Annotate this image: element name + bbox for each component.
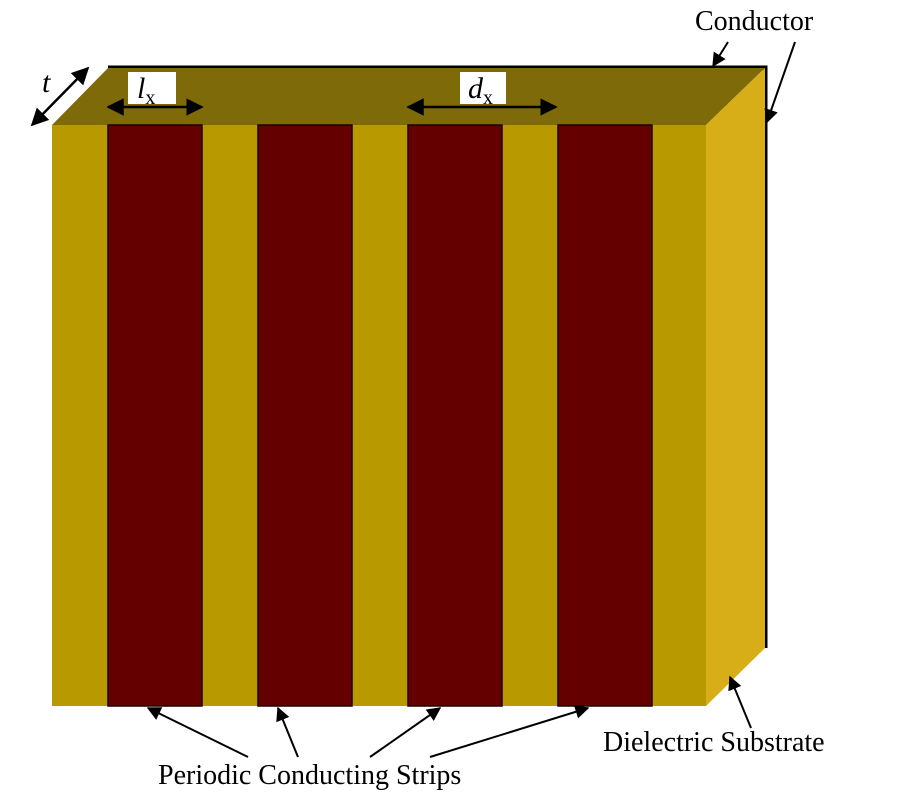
strip-width-label: lx [137,72,155,109]
strip-leader-1 [146,707,249,758]
conducting-strip [257,124,353,707]
substrate-side-face [706,68,765,706]
period-subscript: x [483,87,493,109]
conductor-label: Conductor [695,6,814,37]
conductor-leader-side [764,41,796,124]
dielectric-substrate-leader [728,675,752,729]
conducting-strips [107,124,653,707]
thickness-arrow [30,66,90,127]
thickness-label: t [42,66,51,99]
strip-width-subscript: x [145,87,155,109]
conducting-strip [107,124,203,707]
strip-leader-3 [369,707,442,758]
period-label: dx [468,72,493,109]
conductor-leader-top [712,41,729,68]
periodic-strips-label: Periodic Conducting Strips [158,760,461,791]
dielectric-substrate-label: Dielectric Substrate [603,727,825,758]
substrate-top-face [52,68,765,125]
conducting-strip [557,124,653,707]
period-symbol: d [468,72,484,105]
strip-width-symbol: l [137,72,145,105]
strip-leader-4 [429,705,590,758]
strip-leader-2 [276,706,299,758]
conducting-strip [407,124,503,707]
